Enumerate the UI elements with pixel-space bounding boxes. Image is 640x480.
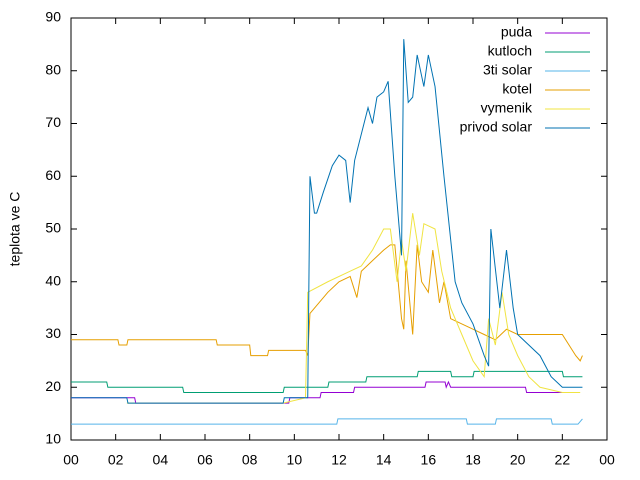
x-tick-label: 06 (197, 452, 213, 468)
y-tick-label: 80 (45, 61, 61, 77)
x-tick-label: 10 (287, 452, 303, 468)
x-tick-label: 12 (331, 452, 347, 468)
x-tick-label: 00 (63, 452, 79, 468)
y-tick-label: 50 (45, 220, 61, 236)
series-line (71, 370, 583, 394)
series-line (71, 380, 572, 404)
x-tick-label: 08 (242, 452, 258, 468)
y-tick-label: 60 (45, 167, 61, 183)
series-line (71, 244, 583, 362)
y-tick-label: 90 (45, 9, 61, 25)
legend-label: vymenik (481, 100, 533, 116)
series-line (71, 39, 583, 404)
legend-label: kotel (502, 81, 532, 97)
x-tick-label: 14 (376, 452, 392, 468)
legend-label: privod solar (460, 119, 533, 135)
x-tick-label: 02 (108, 452, 124, 468)
y-axis-label: teplota ve C (7, 192, 23, 267)
x-tick-label: 20 (510, 452, 526, 468)
x-tick-label: 04 (153, 452, 169, 468)
y-tick-label: 70 (45, 114, 61, 130)
legend-label: 3ti solar (483, 62, 532, 78)
x-tick-label: 18 (465, 452, 481, 468)
y-tick-label: 40 (45, 272, 61, 288)
series-line (126, 213, 581, 404)
x-tick-label: 16 (421, 452, 437, 468)
x-tick-label: 00 (599, 452, 615, 468)
legend-label: puda (501, 24, 532, 40)
x-tick-label: 22 (555, 452, 571, 468)
y-tick-label: 20 (45, 378, 61, 394)
y-tick-label: 10 (45, 431, 61, 447)
legend-label: kutloch (488, 43, 532, 59)
series-line (71, 418, 583, 425)
y-tick-label: 30 (45, 325, 61, 341)
